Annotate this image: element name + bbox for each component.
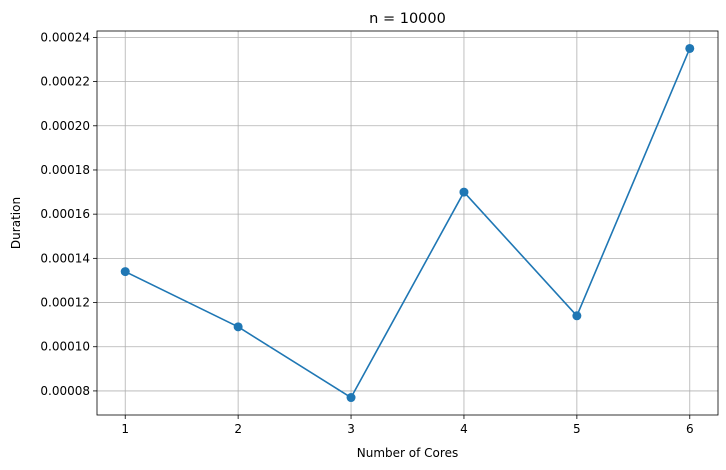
data-point: [120, 267, 130, 277]
y-tick-label: 0.00016: [40, 207, 90, 221]
x-tick-label: 1: [121, 422, 129, 436]
x-tick-label: 5: [573, 422, 581, 436]
data-point: [346, 393, 356, 403]
data-point: [572, 311, 582, 321]
data-point: [233, 322, 243, 332]
y-axis-label: Duration: [9, 197, 23, 249]
series-line: [124, 47, 691, 399]
y-tick-label: 0.00020: [40, 119, 90, 133]
series-layer: [120, 43, 695, 403]
x-tick-label: 6: [686, 422, 694, 436]
plot-frame: [96, 30, 719, 416]
y-tick-label: 0.00008: [40, 384, 90, 398]
y-tick-label: 0.00022: [40, 75, 90, 89]
chart-title: n = 10000: [369, 11, 446, 27]
data-point: [459, 187, 469, 197]
x-axis-label: Number of Cores: [357, 446, 458, 460]
y-tick-label: 0.00024: [40, 30, 90, 44]
grid: [97, 31, 718, 415]
data-point: [685, 43, 695, 53]
x-tick-label: 4: [460, 422, 468, 436]
y-tick-label: 0.00010: [40, 340, 90, 354]
y-tick-label: 0.00018: [40, 163, 90, 177]
x-axis-ticks: 1 2 3 4 5 6: [121, 415, 694, 436]
y-tick-label: 0.00012: [40, 296, 90, 310]
y-tick-label: 0.00014: [40, 251, 90, 265]
x-tick-label: 3: [347, 422, 355, 436]
x-tick-label: 2: [234, 422, 242, 436]
y-axis-ticks: 0.00008 0.00010 0.00012 0.00014 0.00016 0.000…: [40, 30, 97, 398]
